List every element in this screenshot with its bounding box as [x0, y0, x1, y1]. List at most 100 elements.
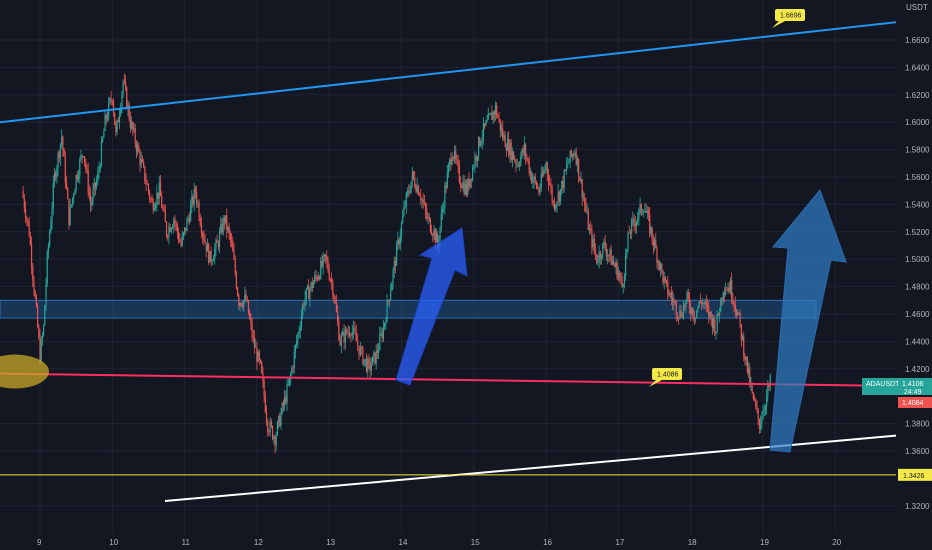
candle-body [744, 356, 746, 360]
x-tick-label: 9 [37, 538, 42, 547]
candle-body [146, 184, 148, 185]
candle-body [233, 251, 235, 260]
candle-body [39, 336, 41, 363]
y-tick-label: 1.6600 [905, 36, 930, 45]
candle-body [437, 233, 439, 246]
x-tick-label: 16 [543, 538, 552, 547]
candle-body [27, 219, 29, 223]
candle-body [381, 332, 383, 339]
candle-body [22, 190, 24, 198]
candle-body [558, 191, 560, 201]
candle-body [121, 92, 123, 108]
candle-body [100, 141, 103, 167]
candle-body [598, 251, 600, 263]
candle-body [294, 345, 297, 352]
candle-body [371, 356, 374, 366]
candle-body [582, 197, 585, 199]
candle-body [682, 305, 685, 318]
candle-body [328, 270, 330, 280]
candle-body [380, 332, 382, 335]
candle-body [685, 299, 687, 308]
up-arrow-right [769, 189, 847, 453]
candle-body [40, 339, 42, 363]
candle-body [675, 301, 677, 315]
callout-mid: 1.4086 [649, 368, 682, 387]
tag-box [898, 468, 932, 481]
candle-body [680, 310, 682, 317]
candle-body [334, 299, 336, 303]
x-tick-label: 14 [399, 538, 408, 547]
candle-body [384, 323, 386, 327]
candle-body [321, 260, 323, 267]
candle-body [304, 298, 306, 306]
candle-body [187, 218, 189, 219]
candle-body [124, 81, 127, 88]
candle-body [596, 254, 598, 263]
candle-body [709, 311, 711, 317]
candle-body [186, 218, 188, 231]
candle-body [459, 182, 462, 186]
candle-body [112, 101, 115, 113]
candle-body [147, 184, 150, 192]
candle-body [451, 157, 453, 165]
candle-body [575, 152, 577, 165]
candle-body [517, 164, 519, 166]
candle-body [585, 204, 587, 212]
candle-body [392, 269, 394, 284]
candle-body [449, 159, 451, 166]
candle-body [192, 196, 194, 205]
candle-body [227, 227, 229, 231]
candle-body [315, 275, 317, 277]
candle-body [403, 206, 405, 216]
candle-body [167, 235, 169, 237]
candle-body [171, 226, 174, 229]
candle-body [761, 419, 763, 423]
candle-body [520, 156, 522, 166]
candle-body [243, 300, 245, 307]
candle-body [512, 151, 515, 160]
candle-body [157, 192, 159, 199]
candle-body [284, 396, 286, 406]
candle-body [465, 184, 468, 195]
candle-body [741, 336, 744, 340]
candle-body [484, 123, 486, 126]
candles [22, 73, 771, 454]
candle-body [557, 191, 559, 203]
candle-body [468, 179, 470, 188]
candle-body [655, 240, 657, 249]
candle-body [398, 239, 400, 245]
candle-body [264, 396, 266, 412]
candle-body [672, 297, 674, 303]
candle-body [611, 260, 613, 265]
candle-body [241, 305, 244, 307]
candle-body [159, 182, 162, 197]
candle-body [514, 159, 516, 161]
candle-body [140, 159, 142, 165]
candle-body [177, 232, 180, 241]
candle-body [335, 302, 338, 312]
y-axis: 1.6600 1.6400 1.6200 1.6000 1.5800 1.5600 1.54… [896, 0, 932, 534]
candle-body [556, 202, 558, 206]
candle-body [285, 396, 287, 403]
candle-body [687, 292, 689, 299]
candle-body [245, 294, 247, 301]
candle-body [714, 319, 716, 334]
candle-body [274, 436, 276, 446]
y-tick-label: 1.5000 [905, 255, 930, 264]
candle-body [94, 182, 97, 188]
candle-body [506, 139, 509, 151]
candle-body [610, 249, 612, 265]
candle-body [434, 229, 436, 243]
up-arrow-left [395, 227, 468, 386]
candle-body [406, 190, 409, 194]
candle-body [235, 273, 238, 288]
candle-body [393, 260, 395, 270]
candle-body [475, 156, 477, 161]
candle-body [764, 406, 767, 411]
candle-body [358, 345, 360, 356]
candle-body [156, 192, 158, 205]
candle-body [421, 199, 423, 201]
candle-body [179, 240, 181, 242]
candle-body [659, 263, 662, 270]
candle-body [74, 189, 76, 196]
